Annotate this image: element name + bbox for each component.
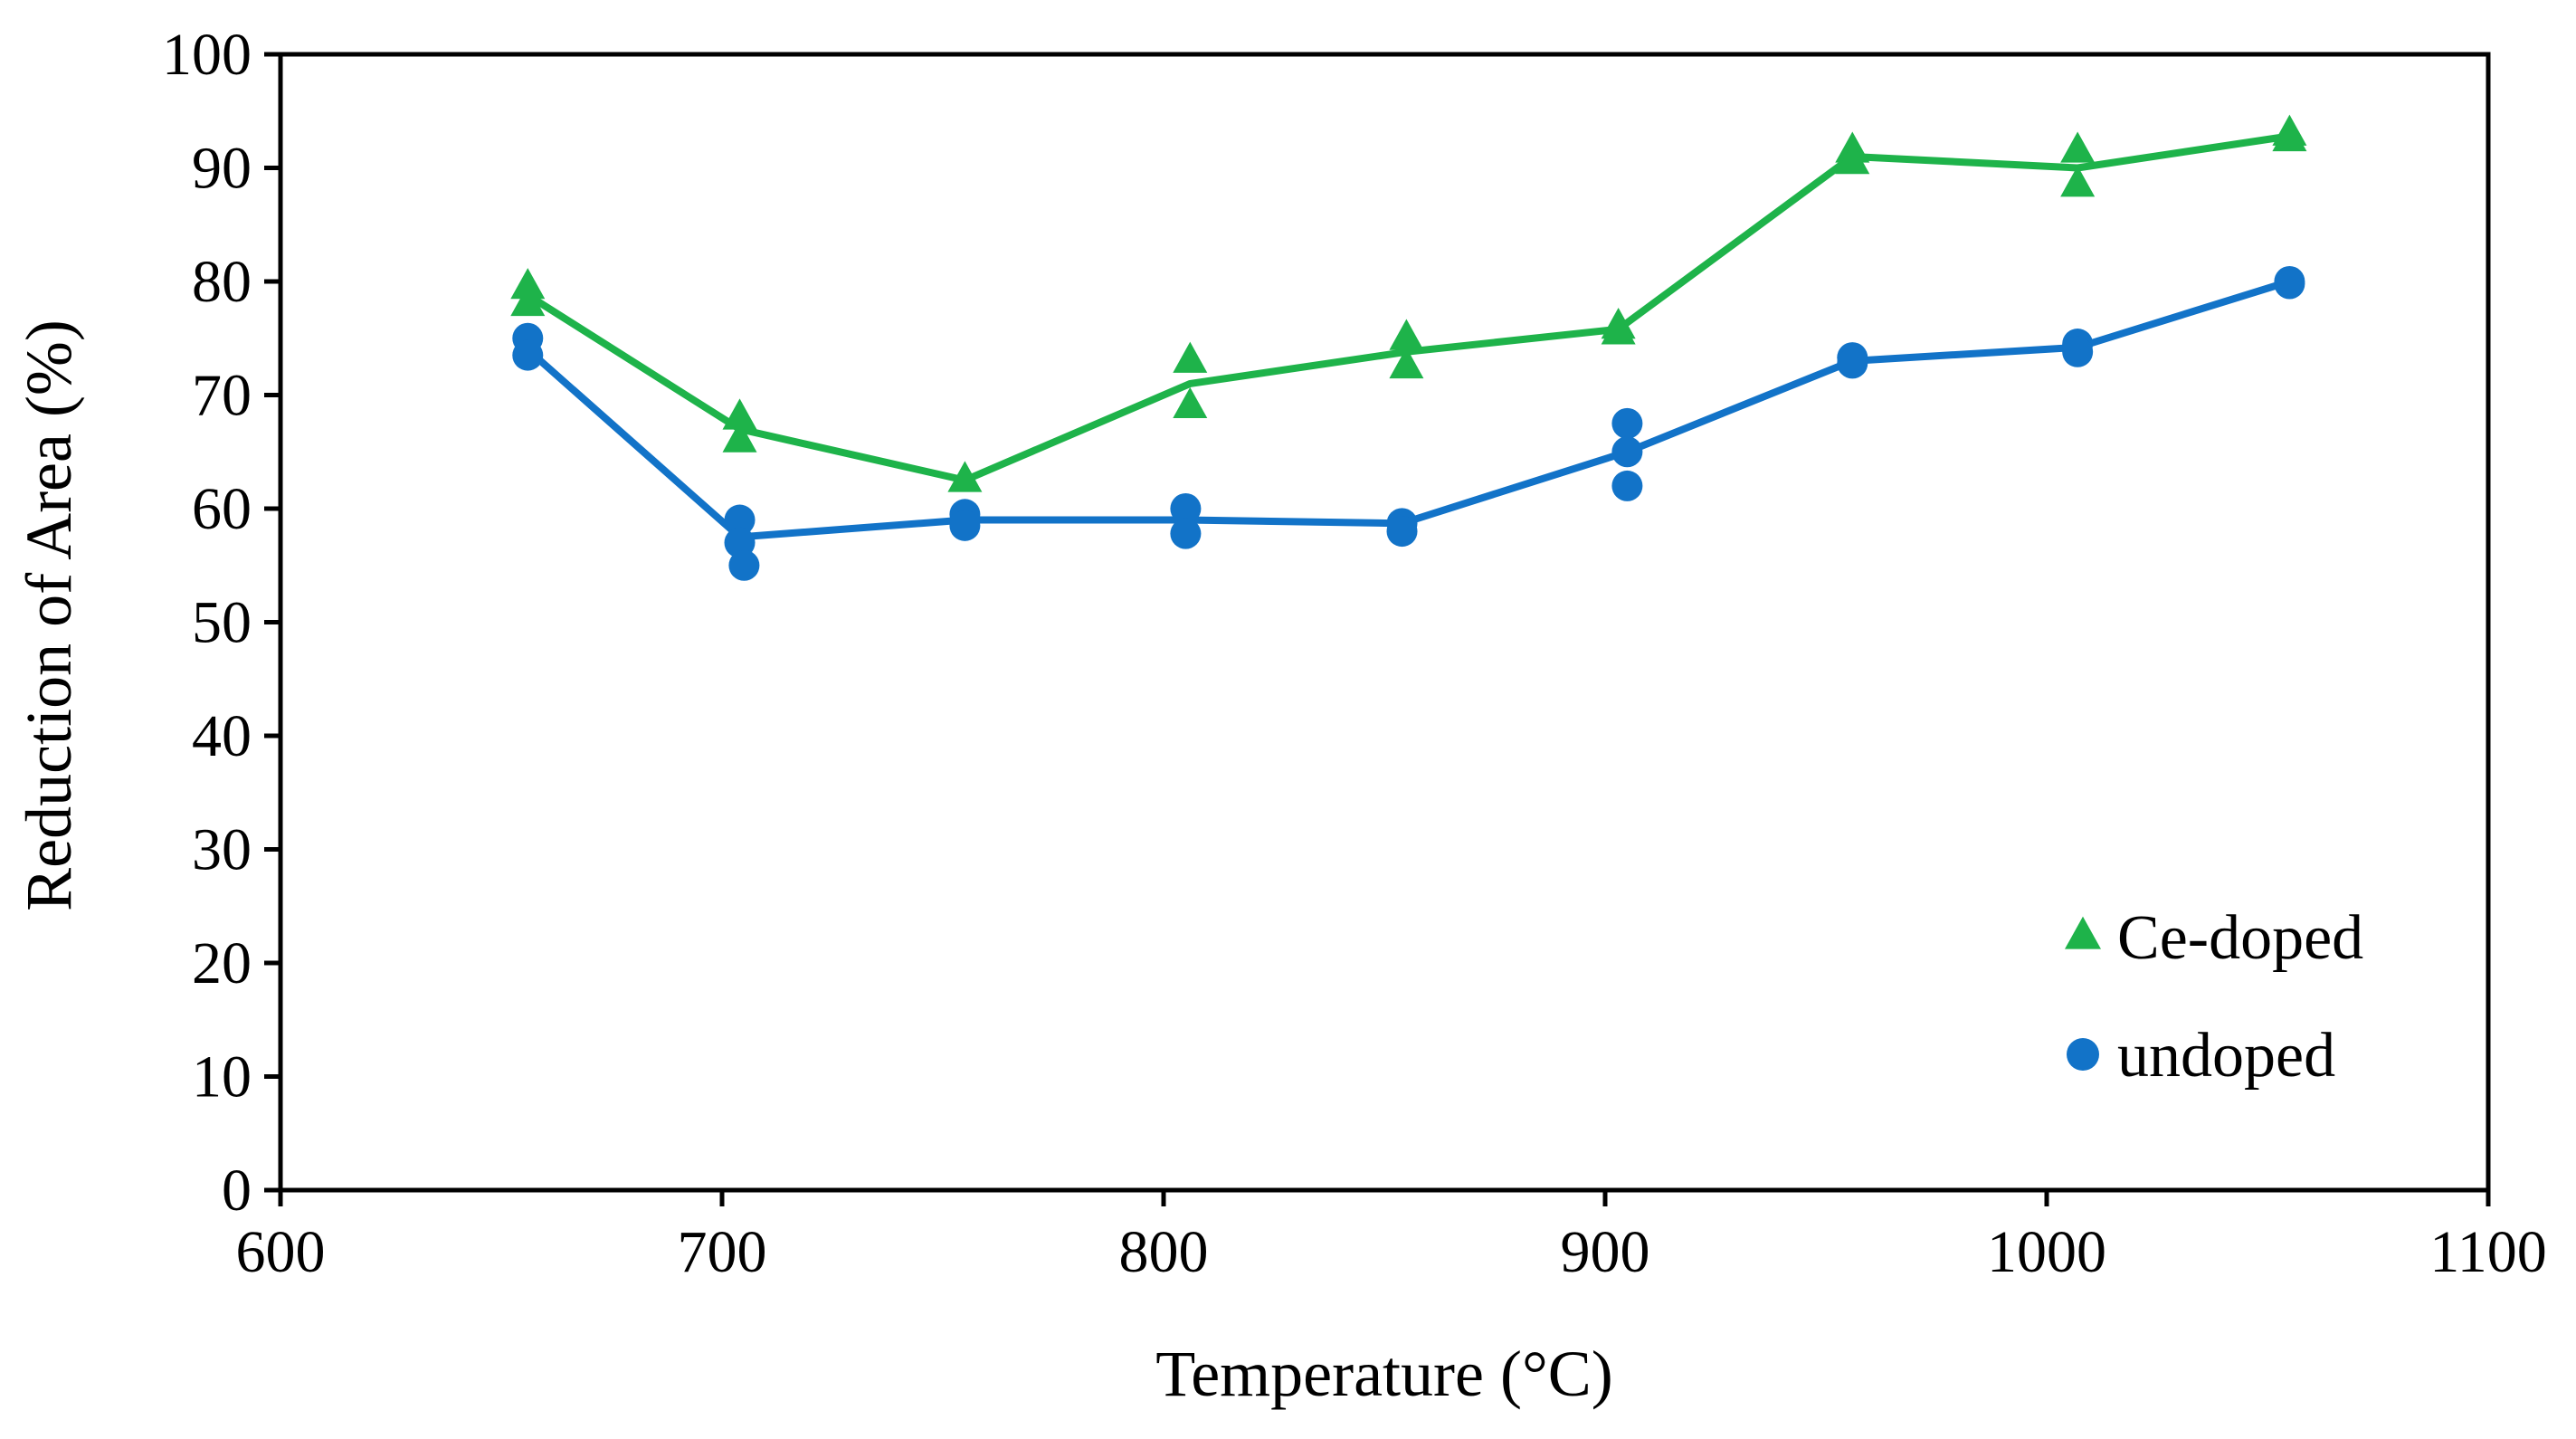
data-point-circle <box>1611 436 1643 468</box>
data-point-circle <box>1611 470 1643 501</box>
legend-marker-triangle <box>2065 916 2101 949</box>
data-point-circle <box>724 504 756 536</box>
axes: 0 10 20 30 40 50 60 70 80 90 100 600 700 800 900 1000 11… <box>162 22 2547 1285</box>
data-point-triangle <box>2060 131 2096 163</box>
y-tick-label: 80 <box>192 249 252 315</box>
y-tick-label: 0 <box>222 1158 252 1224</box>
data-point-triangle <box>722 421 757 453</box>
data-point-circle <box>512 339 544 371</box>
data-point-triangle <box>1389 319 1424 350</box>
data-point-triangle <box>1173 386 1208 419</box>
data-point-circle <box>949 510 981 541</box>
x-axis-title: Temperature (°C) <box>1155 1338 1613 1410</box>
x-tick-label: 1000 <box>1987 1219 2106 1285</box>
legend: Ce-doped undoped <box>2065 903 2363 1091</box>
x-tick-label: 800 <box>1119 1219 1209 1285</box>
data-point-triangle <box>947 461 983 492</box>
legend-label: undoped <box>2117 1021 2335 1091</box>
data-point-circle <box>1170 493 1202 524</box>
y-tick-label: 20 <box>192 930 252 996</box>
data-point-circle <box>2274 268 2305 300</box>
y-tick-label: 90 <box>192 136 252 202</box>
data-point-triangle <box>510 284 546 317</box>
y-axis-title: Reduction of Area (%) <box>13 319 85 911</box>
y-tick-label: 50 <box>192 590 252 656</box>
y-tick-label: 10 <box>192 1044 252 1110</box>
y-tick-label: 40 <box>192 703 252 769</box>
data-point-circle <box>728 549 760 581</box>
y-tick-label: 30 <box>192 817 252 883</box>
series-group <box>510 114 2307 581</box>
data-point-circle <box>1170 518 1202 549</box>
x-tick-label: 900 <box>1561 1219 1650 1285</box>
data-point-triangle <box>722 398 757 430</box>
x-tick-label: 1100 <box>2429 1219 2547 1285</box>
plot-area <box>278 52 2491 1193</box>
y-tick-label: 100 <box>162 22 252 88</box>
y-tick-label: 60 <box>192 476 252 542</box>
data-point-triangle <box>2060 166 2096 197</box>
data-point-triangle <box>1389 347 1424 379</box>
data-point-triangle <box>1601 313 1636 345</box>
legend-label: Ce-doped <box>2117 903 2363 973</box>
plot-frame <box>278 52 2491 1193</box>
data-point-triangle <box>2272 119 2307 152</box>
x-tick-label: 600 <box>236 1219 326 1285</box>
data-point-circle <box>1386 516 1418 548</box>
data-point-circle <box>1837 348 1868 379</box>
series-line <box>526 132 2290 484</box>
series-ce-doped <box>510 114 2307 492</box>
series-line <box>525 278 2291 541</box>
x-tick-label: 700 <box>678 1219 767 1285</box>
data-point-triangle <box>1173 341 1208 373</box>
data-point-triangle <box>1835 143 1870 175</box>
data-point-circle <box>1611 407 1643 439</box>
data-point-circle <box>2062 336 2094 367</box>
legend-marker-circle <box>2067 1038 2099 1071</box>
series-undoped <box>512 266 2305 581</box>
data-point-triangle <box>510 268 546 300</box>
y-tick-label: 70 <box>192 363 252 429</box>
